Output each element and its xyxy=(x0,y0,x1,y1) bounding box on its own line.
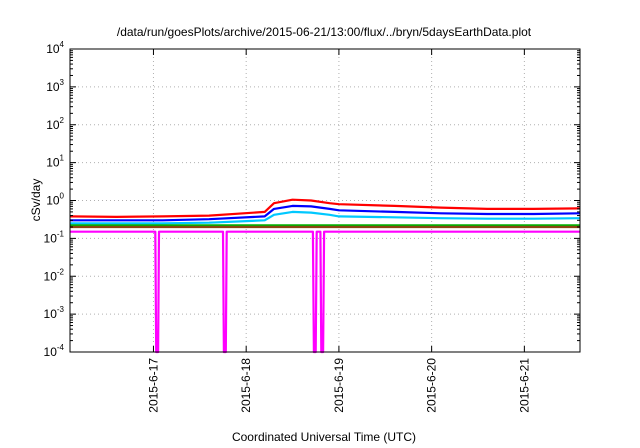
x-axis-label: Coordinated Universal Time (UTC) xyxy=(232,430,416,444)
grid-lines xyxy=(70,49,580,352)
y-tick-exponent: 2 xyxy=(60,116,65,125)
y-tick-base: 10 xyxy=(44,345,58,359)
y-tick-base: 10 xyxy=(46,118,60,132)
y-tick-exponent: -1 xyxy=(57,229,65,238)
y-tick-label: 10-1 xyxy=(44,229,65,245)
series-line-2 xyxy=(70,210,581,225)
y-tick-exponent: -3 xyxy=(57,305,65,314)
y-tick-label: 104 xyxy=(46,40,64,56)
y-tick-base: 10 xyxy=(46,156,60,170)
y-tick-base: 10 xyxy=(46,80,60,94)
series-line-5 xyxy=(70,230,580,354)
x-tick-label: 2015-6-20 xyxy=(425,358,439,413)
y-tick-base: 10 xyxy=(44,269,58,283)
series-line-0 xyxy=(69,198,581,218)
y-tick-label: 101 xyxy=(46,154,64,170)
y-tick-label: 103 xyxy=(46,78,64,94)
y-axis-label: cSv/day xyxy=(29,179,43,222)
y-tick-base: 10 xyxy=(46,42,60,56)
series-line-1 xyxy=(70,204,581,222)
y-tick-exponent: 1 xyxy=(60,154,65,163)
y-tick-exponent: 4 xyxy=(60,40,65,49)
y-tick-label: 10-2 xyxy=(44,267,65,283)
y-tick-label: 100 xyxy=(46,192,64,208)
y-tick-base: 10 xyxy=(46,194,60,208)
y-tick-label: 10-4 xyxy=(44,343,65,359)
y-tick-exponent: 3 xyxy=(60,78,65,87)
y-tick-label: 10-3 xyxy=(44,305,65,321)
y-tick-exponent: 0 xyxy=(60,192,65,201)
x-tick-label: 2015-6-18 xyxy=(239,358,253,413)
x-tick-label: 2015-6-21 xyxy=(517,358,531,413)
y-tick-base: 10 xyxy=(44,231,58,245)
x-axis: 2015-6-17 2015-6-18 2015-6-19 2015-6-20 2015… xyxy=(146,49,531,413)
y-tick-label: 102 xyxy=(46,116,64,132)
chart-title: /data/run/goesPlots/archive/2015-06-21/1… xyxy=(117,25,532,39)
x-tick-label: 2015-6-19 xyxy=(332,358,346,413)
y-tick-exponent: -4 xyxy=(57,343,65,352)
y-tick-exponent: -2 xyxy=(57,267,65,276)
x-tick-label: 2015-6-17 xyxy=(146,358,160,413)
y-tick-base: 10 xyxy=(44,307,58,321)
